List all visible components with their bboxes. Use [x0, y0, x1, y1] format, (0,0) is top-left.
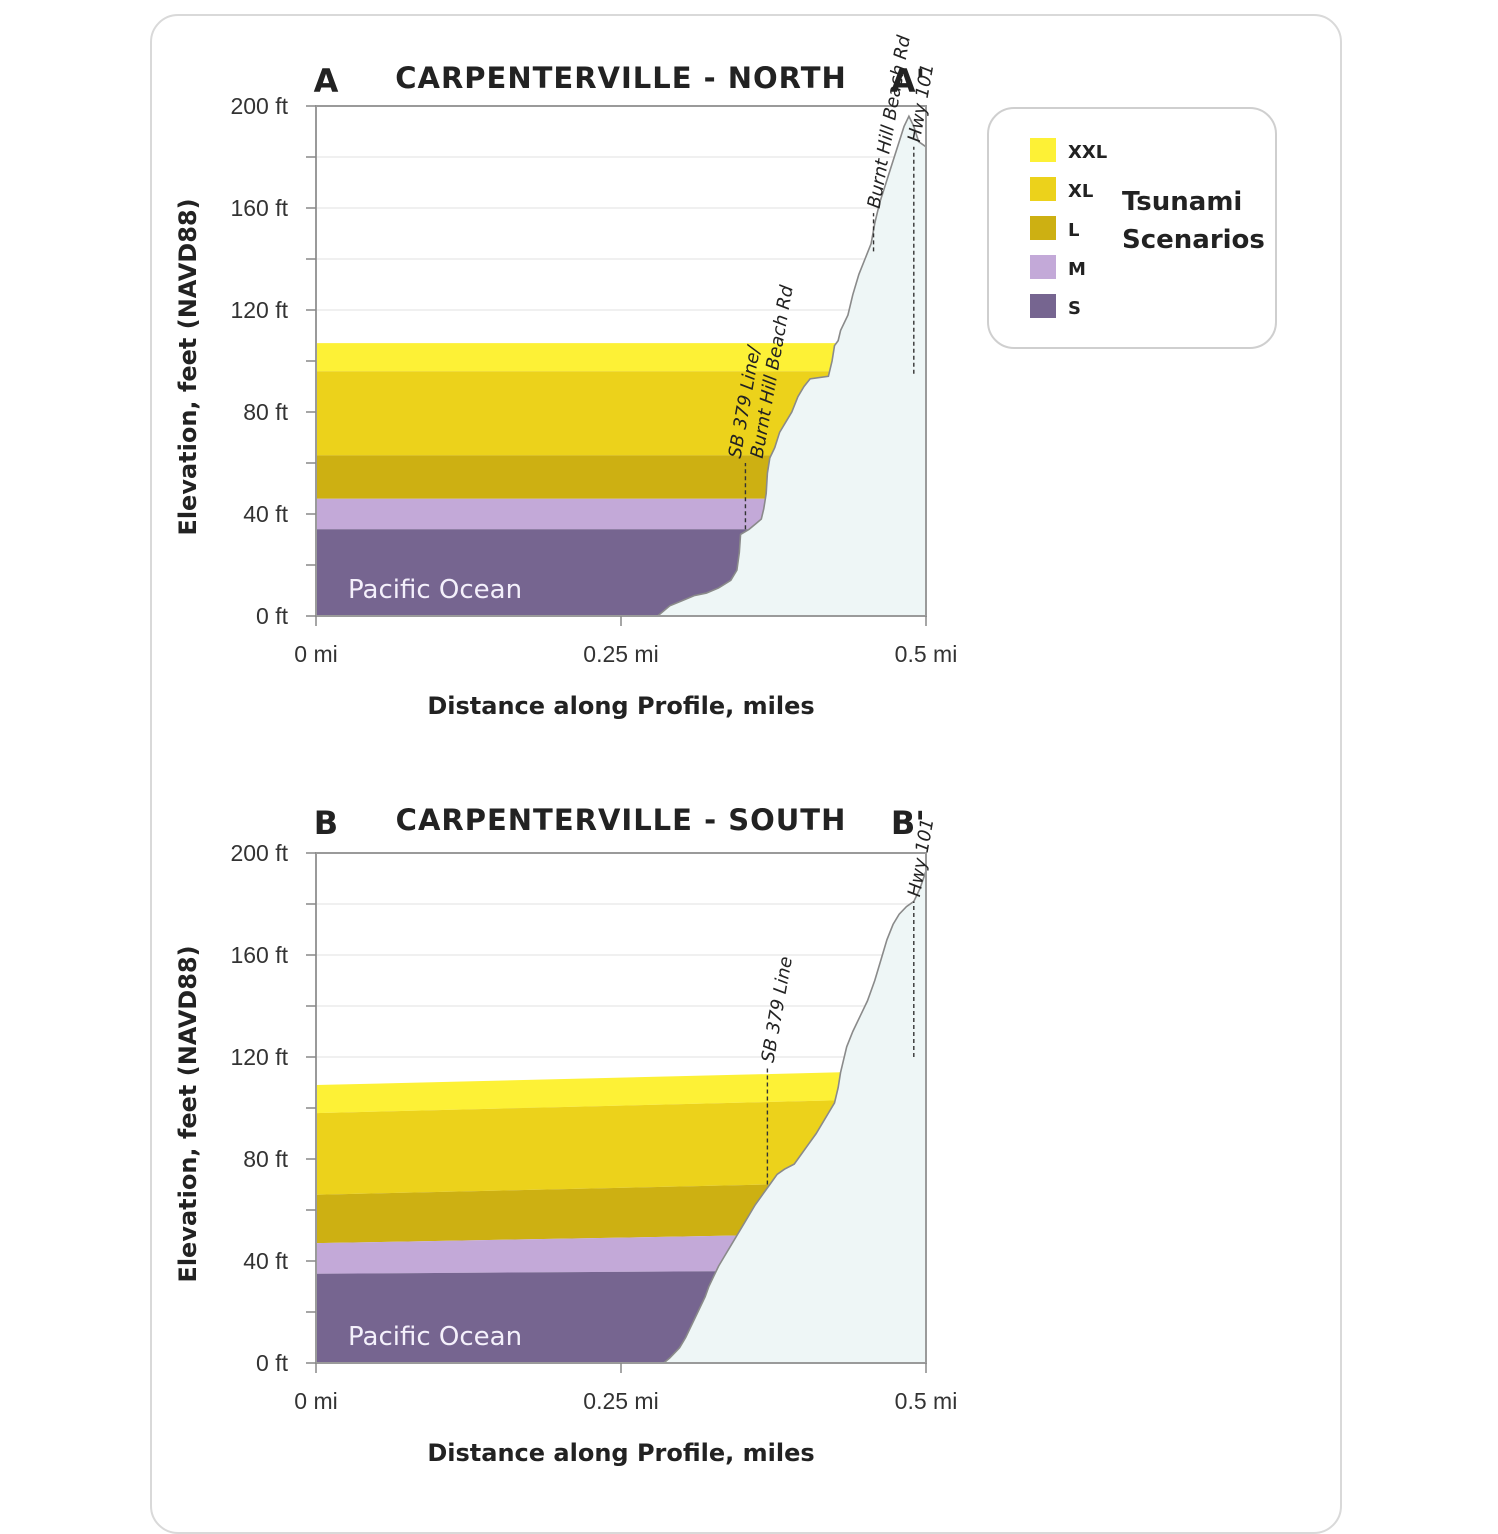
- legend-swatch-l: [1030, 216, 1056, 240]
- terrain-profile-line: [657, 114, 927, 617]
- legend-title-line2: Scenarios: [1122, 225, 1265, 255]
- figure-svg: Tsunami Scenarios XXL XL LMS 0 ft 40 ft 80 f…: [174, 33, 1277, 1467]
- band-m: [316, 1235, 737, 1274]
- x-axis: 0 mi 0.25 mi 0.5 mi: [294, 616, 957, 667]
- band-l: [316, 1184, 770, 1244]
- band-xl: [316, 1100, 836, 1195]
- x-tick-label: 0.25 mi: [583, 641, 658, 667]
- legend-swatch-xxl: [1030, 138, 1056, 162]
- legend-label-xl: XL: [1068, 181, 1093, 202]
- legend-title-line1: Tsunami: [1122, 187, 1242, 217]
- legend-items: XXL XL LMS: [1030, 138, 1107, 319]
- band-m: [316, 498, 766, 530]
- profile-start-label: B: [314, 804, 338, 842]
- y-axis-label: Elevation, feet (NAVD88): [174, 198, 202, 535]
- x-tick-label: 0.25 mi: [583, 1388, 658, 1414]
- x-tick-label: 0 mi: [294, 641, 337, 667]
- legend-label-l: L: [1068, 220, 1079, 241]
- legend-box: [987, 107, 1277, 349]
- y-tick-label: 40 ft: [243, 501, 288, 527]
- y-tick-label: 40 ft: [243, 1248, 288, 1274]
- band-l: [316, 455, 772, 499]
- terrain-land: [663, 870, 926, 1363]
- x-axis-label: Distance along Profile, miles: [427, 1439, 814, 1467]
- x-axis: 0 mi 0.25 mi 0.5 mi: [294, 1363, 957, 1414]
- y-tick-label: 80 ft: [243, 399, 288, 425]
- y-tick-label: 160 ft: [230, 942, 288, 968]
- terrain-profile-line: [663, 870, 927, 1364]
- x-tick-label: 0 mi: [294, 1388, 337, 1414]
- y-tick-label: 0 ft: [256, 1350, 289, 1376]
- y-tick-label: 0 ft: [256, 603, 289, 629]
- profile-start-label: A: [314, 62, 339, 100]
- legend: Tsunami Scenarios XXL XL LMS: [987, 107, 1277, 349]
- ocean-label: Pacific Ocean: [348, 575, 522, 605]
- band-s: [316, 1271, 717, 1363]
- band-xxl: [316, 343, 837, 372]
- band-xxl: [316, 1072, 841, 1114]
- x-tick-label: 0.5 mi: [895, 1388, 958, 1414]
- profile-end-label: B': [891, 804, 925, 842]
- y-axis-label: Elevation, feet (NAVD88): [174, 945, 202, 1282]
- band-xl: [316, 371, 830, 456]
- y-tick-label: 120 ft: [230, 1044, 288, 1070]
- chart-title: CARPENTERVILLE - SOUTH: [396, 803, 847, 837]
- chart-title: CARPENTERVILLE - NORTH: [395, 61, 847, 95]
- y-axis: 0 ft 40 ft 80 ft 120 ft 160 ft 200 ft: [230, 93, 316, 629]
- terrain-land: [657, 116, 926, 616]
- band-s: [316, 529, 750, 616]
- y-axis: 0 ft 40 ft 80 ft 120 ft 160 ft 200 ft: [230, 840, 316, 1376]
- y-tick-label: 200 ft: [230, 840, 288, 866]
- profile-end-label: A': [891, 62, 926, 100]
- legend-label-s: S: [1068, 298, 1081, 319]
- legend-swatch-s: [1030, 294, 1056, 318]
- road-marker-label: SB 379 Line: [758, 955, 797, 1064]
- legend-swatch-xl: [1030, 177, 1056, 201]
- y-tick-label: 120 ft: [230, 297, 288, 323]
- y-tick-label: 200 ft: [230, 93, 288, 119]
- chart-south: 0 ft 40 ft 80 ft 120 ft 160 ft 200 ft 0 mi 0.25…: [174, 803, 957, 1467]
- legend-swatch-m: [1030, 255, 1056, 279]
- x-tick-label: 0.5 mi: [895, 641, 958, 667]
- chart-north: 0 ft 40 ft 80 ft 120 ft 160 ft 200 ft 0 mi 0.25…: [174, 33, 957, 720]
- legend-label-m: M: [1068, 259, 1086, 280]
- legend-label-xxl: XXL: [1068, 142, 1107, 163]
- x-axis-label: Distance along Profile, miles: [427, 692, 814, 720]
- ocean-label: Pacific Ocean: [348, 1322, 522, 1352]
- y-tick-label: 160 ft: [230, 195, 288, 221]
- y-tick-label: 80 ft: [243, 1146, 288, 1172]
